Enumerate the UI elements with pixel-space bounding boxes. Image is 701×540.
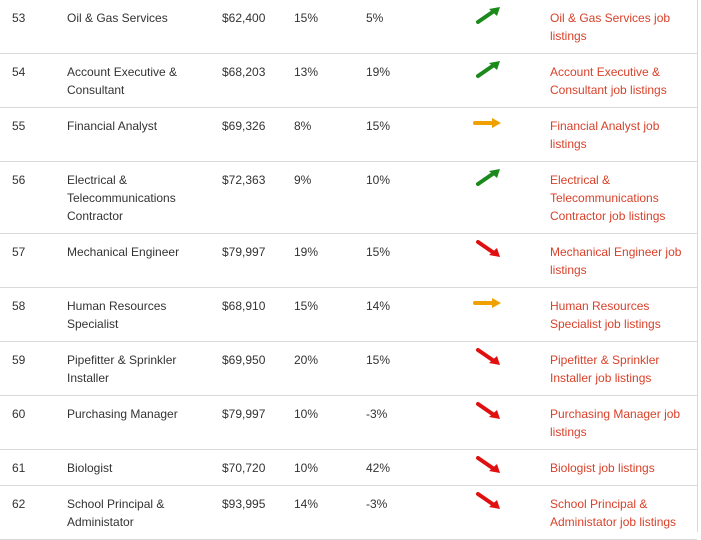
table-row: 57 Mechanical Engineer $79,997 19% 15% Mechan… bbox=[0, 234, 697, 288]
up-arrow-icon bbox=[472, 4, 504, 26]
growth-cell: 8% bbox=[294, 119, 312, 133]
job-title-cell: Financial Analyst bbox=[67, 119, 158, 133]
salary-cell: $72,363 bbox=[222, 173, 266, 187]
down-arrow-icon bbox=[472, 346, 504, 368]
change-cell: 5% bbox=[366, 11, 384, 25]
down-arrow-icon bbox=[472, 238, 504, 260]
change-cell: 42% bbox=[366, 461, 391, 475]
salary-cell: $79,997 bbox=[222, 407, 266, 421]
salary-cell: $62,400 bbox=[222, 11, 266, 25]
job-listings-link[interactable]: Biologist job listings bbox=[550, 461, 655, 475]
table-row: 60 Purchasing Manager $79,997 10% -3% Purchas… bbox=[0, 396, 697, 450]
job-listings-link[interactable]: Oil & Gas Services job listings bbox=[550, 11, 671, 43]
up-arrow-icon bbox=[472, 58, 504, 80]
job-listings-link[interactable]: Pipefitter & Sprinkler Installer job lis… bbox=[550, 353, 660, 385]
right-arrow-icon bbox=[472, 292, 504, 314]
job-listings-link[interactable]: Purchasing Manager job listings bbox=[550, 407, 681, 439]
change-cell: 15% bbox=[366, 119, 391, 133]
job-title-cell: Purchasing Manager bbox=[67, 407, 178, 421]
right-arrow-icon bbox=[472, 112, 504, 134]
growth-cell: 15% bbox=[294, 11, 319, 25]
table-row: 56 Electrical & Telecommunications Contra… bbox=[0, 162, 697, 234]
rank-cell: 60 bbox=[12, 407, 26, 421]
rank-cell: 59 bbox=[12, 353, 26, 367]
rank-cell: 55 bbox=[12, 119, 26, 133]
table-row: 53 Oil & Gas Services $62,400 15% 5% Oil & Ga… bbox=[0, 0, 697, 54]
job-title-cell: Electrical & Telecommunications Contract… bbox=[67, 173, 176, 223]
rank-cell: 62 bbox=[12, 497, 26, 511]
job-title-cell: School Principal & Administator bbox=[67, 497, 165, 529]
job-title-cell: Mechanical Engineer bbox=[67, 245, 180, 259]
salary-cell: $69,326 bbox=[222, 119, 266, 133]
change-cell: 15% bbox=[366, 353, 391, 367]
down-arrow-icon bbox=[472, 454, 504, 476]
job-title-cell: Pipefitter & Sprinkler Installer bbox=[67, 353, 177, 385]
table-row: 58 Human Resources Specialist $68,910 15% 14… bbox=[0, 288, 697, 342]
job-listings-link[interactable]: School Principal & Administator job list… bbox=[550, 497, 677, 529]
job-title-cell: Oil & Gas Services bbox=[67, 11, 168, 25]
growth-cell: 14% bbox=[294, 497, 319, 511]
change-cell: -3% bbox=[366, 407, 388, 421]
growth-cell: 10% bbox=[294, 407, 319, 421]
down-arrow-icon bbox=[472, 490, 504, 512]
change-cell: 10% bbox=[366, 173, 391, 187]
down-arrow-icon bbox=[472, 400, 504, 422]
job-listings-link[interactable]: Financial Analyst job listings bbox=[550, 119, 660, 151]
salary-cell: $70,720 bbox=[222, 461, 266, 475]
table-row: 62 School Principal & Administator $93,995… bbox=[0, 486, 697, 540]
table-row: 54 Account Executive & Consultant $68,203 1… bbox=[0, 54, 697, 108]
change-cell: 14% bbox=[366, 299, 391, 313]
salary-cell: $68,910 bbox=[222, 299, 266, 313]
up-arrow-icon bbox=[472, 166, 504, 188]
table-row: 55 Financial Analyst $69,326 8% 15% Financial… bbox=[0, 108, 697, 162]
rank-cell: 61 bbox=[12, 461, 26, 475]
change-cell: -3% bbox=[366, 497, 388, 511]
salary-cell: $69,950 bbox=[222, 353, 266, 367]
growth-cell: 20% bbox=[294, 353, 319, 367]
change-cell: 19% bbox=[366, 65, 391, 79]
salary-cell: $68,203 bbox=[222, 65, 266, 79]
growth-cell: 15% bbox=[294, 299, 319, 313]
job-title-cell: Human Resources Specialist bbox=[67, 299, 167, 331]
table-row: 61 Biologist $70,720 10% 42% Biologist job li… bbox=[0, 450, 697, 486]
job-listings-link[interactable]: Mechanical Engineer job listings bbox=[550, 245, 682, 277]
rank-cell: 57 bbox=[12, 245, 26, 259]
rank-cell: 56 bbox=[12, 173, 26, 187]
job-title-cell: Account Executive & Consultant bbox=[67, 65, 178, 97]
job-listings-link[interactable]: Electrical & Telecommunications Contract… bbox=[550, 173, 666, 223]
rank-cell: 53 bbox=[12, 11, 26, 25]
salary-cell: $93,995 bbox=[222, 497, 266, 511]
growth-cell: 13% bbox=[294, 65, 319, 79]
growth-cell: 10% bbox=[294, 461, 319, 475]
job-listings-link[interactable]: Human Resources Specialist job listings bbox=[550, 299, 661, 331]
change-cell: 15% bbox=[366, 245, 391, 259]
job-listings-link[interactable]: Account Executive & Consultant job listi… bbox=[550, 65, 667, 97]
table-row: 59 Pipefitter & Sprinkler Installer $69,95… bbox=[0, 342, 697, 396]
rank-cell: 58 bbox=[12, 299, 26, 313]
growth-cell: 9% bbox=[294, 173, 312, 187]
rank-cell: 54 bbox=[12, 65, 26, 79]
job-title-cell: Biologist bbox=[67, 461, 113, 475]
salary-cell: $79,997 bbox=[222, 245, 266, 259]
growth-cell: 19% bbox=[294, 245, 319, 259]
